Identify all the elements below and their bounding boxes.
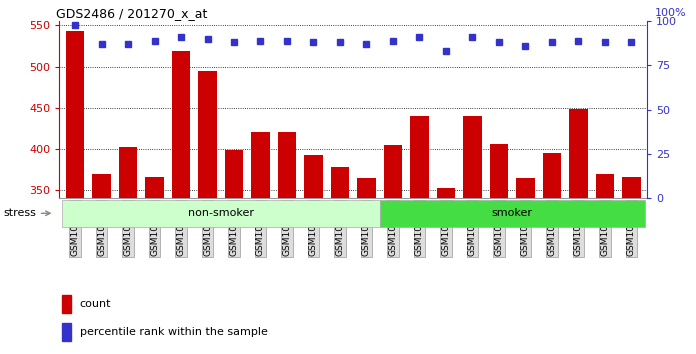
Text: GDS2486 / 201270_x_at: GDS2486 / 201270_x_at <box>56 7 207 20</box>
Bar <box>172 51 190 354</box>
Bar <box>331 167 349 354</box>
Bar <box>463 116 482 354</box>
Bar <box>383 145 402 354</box>
Bar <box>410 116 429 354</box>
Bar <box>516 178 535 354</box>
Bar <box>357 178 376 354</box>
Bar <box>543 153 561 354</box>
Bar <box>278 132 296 354</box>
Bar <box>62 295 71 313</box>
Bar <box>304 155 323 354</box>
Text: non-smoker: non-smoker <box>188 208 254 218</box>
Text: count: count <box>80 299 111 309</box>
Text: smoker: smoker <box>491 208 532 218</box>
Bar <box>62 323 71 341</box>
Bar <box>93 173 111 354</box>
Bar <box>145 177 164 354</box>
Bar <box>251 132 270 354</box>
Bar <box>596 175 614 354</box>
Text: stress: stress <box>3 208 50 218</box>
Bar <box>380 200 644 227</box>
Bar <box>436 188 455 354</box>
Bar <box>490 144 508 354</box>
Bar <box>569 109 587 354</box>
Bar <box>198 71 216 354</box>
Bar <box>66 31 84 354</box>
Bar <box>622 177 640 354</box>
Bar <box>225 150 244 354</box>
Text: percentile rank within the sample: percentile rank within the sample <box>80 327 268 337</box>
Bar <box>119 147 137 354</box>
Bar <box>62 200 380 227</box>
Text: 100%: 100% <box>654 8 686 18</box>
